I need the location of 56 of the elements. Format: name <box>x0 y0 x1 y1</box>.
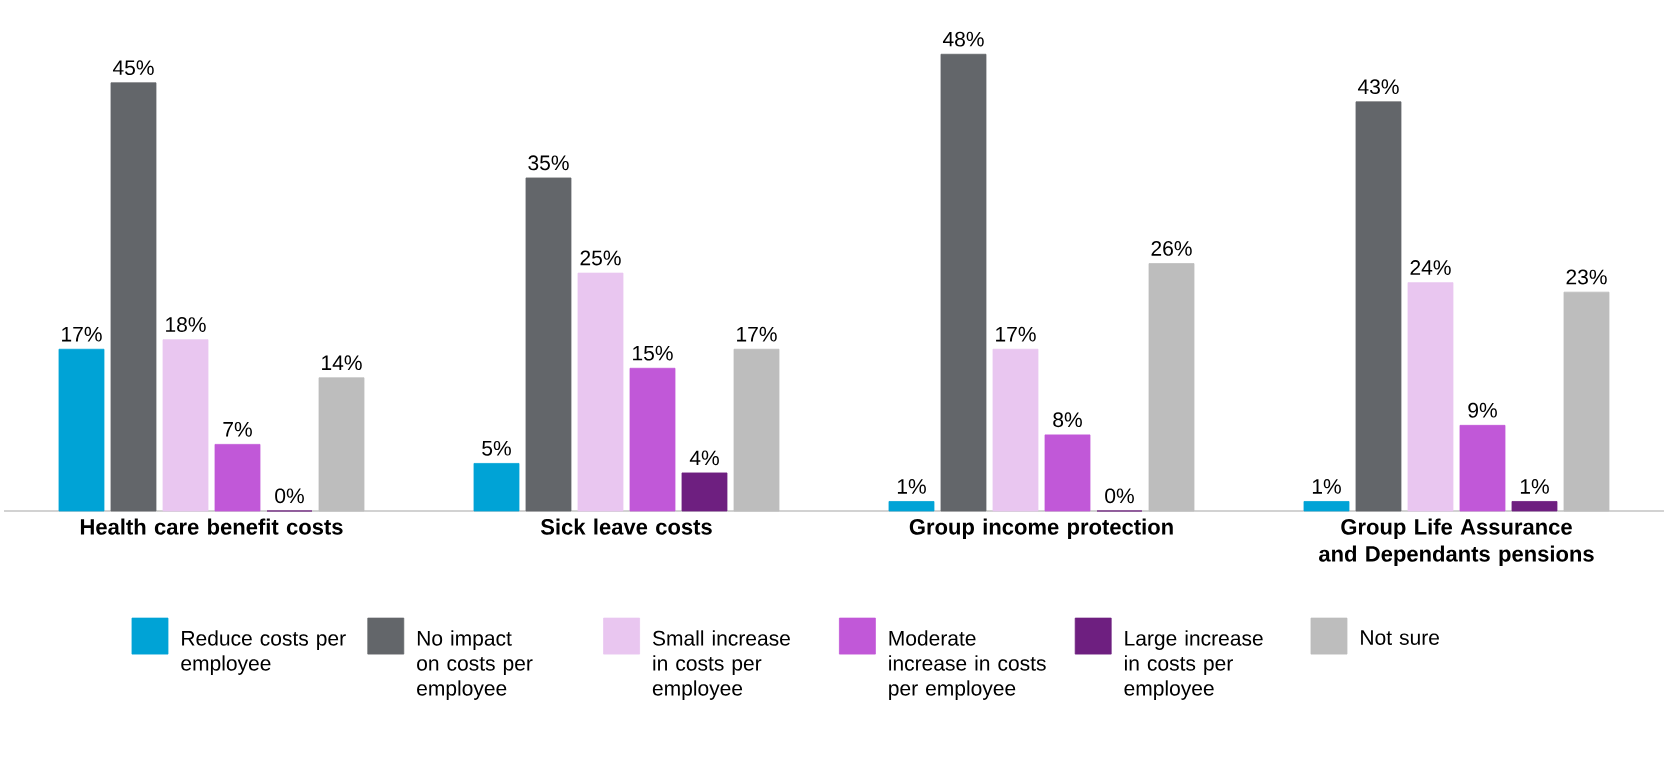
data-label: 14% <box>322 355 362 371</box>
data-label: 8% <box>1053 412 1082 428</box>
x-tick-label: Group Life Assurance and Dependants pensions <box>1319 518 1594 567</box>
legend-label: Not sure <box>1361 630 1439 645</box>
data-label: 1% <box>1312 479 1341 494</box>
data-label: 9% <box>1468 402 1497 418</box>
data-label: 25% <box>580 250 621 266</box>
bar <box>681 472 728 512</box>
data-label: 1% <box>897 479 926 494</box>
data-label: 17% <box>62 326 102 342</box>
data-label: 23% <box>1566 269 1607 285</box>
bar <box>1148 263 1195 512</box>
x-tick-label: Group income protection <box>909 518 1173 540</box>
data-label: 5% <box>482 440 511 456</box>
data-label: 26% <box>1151 241 1192 256</box>
data-label: 45% <box>112 60 154 76</box>
data-label: 17% <box>996 326 1036 342</box>
bar <box>1355 101 1402 512</box>
bar <box>1407 282 1454 512</box>
bar <box>940 53 987 512</box>
bar <box>629 367 676 512</box>
bar <box>888 501 935 512</box>
bar <box>1044 434 1091 512</box>
data-label: 15% <box>633 345 673 361</box>
bar <box>1459 424 1506 512</box>
data-label: 24% <box>1410 260 1451 275</box>
legend-label: Large increase in costs per employee <box>1124 630 1263 700</box>
data-label: 48% <box>942 31 984 47</box>
bar <box>577 272 624 512</box>
legend-label: No impact on costs per employee <box>417 630 533 700</box>
bar <box>1303 501 1350 512</box>
bar <box>525 177 572 512</box>
legend-label: Moderate increase in costs per employee <box>889 630 1046 700</box>
bar <box>733 348 780 512</box>
x-tick-label: Sick leave costs <box>540 518 712 535</box>
bar <box>318 377 365 512</box>
bar <box>1511 501 1558 512</box>
bar <box>992 348 1039 512</box>
legend-label: Reduce costs per employee <box>181 630 346 675</box>
data-label: 0% <box>1105 488 1134 504</box>
data-label: 35% <box>528 155 569 171</box>
data-label: 7% <box>223 421 252 437</box>
data-label: 4% <box>689 450 719 466</box>
data-label: 17% <box>737 326 777 342</box>
bar <box>214 443 261 512</box>
data-label: 0% <box>275 488 304 504</box>
data-label: 18% <box>166 317 206 332</box>
bar <box>1563 291 1610 512</box>
data-label: 1% <box>1520 479 1549 494</box>
bar <box>473 463 520 512</box>
bar <box>58 348 105 512</box>
data-label: 43% <box>1357 79 1399 95</box>
bar <box>162 339 209 512</box>
legend-label: Small increase in costs per employee <box>652 630 790 700</box>
x-tick-label: Health care benefit costs <box>80 518 343 535</box>
bar <box>110 82 157 512</box>
